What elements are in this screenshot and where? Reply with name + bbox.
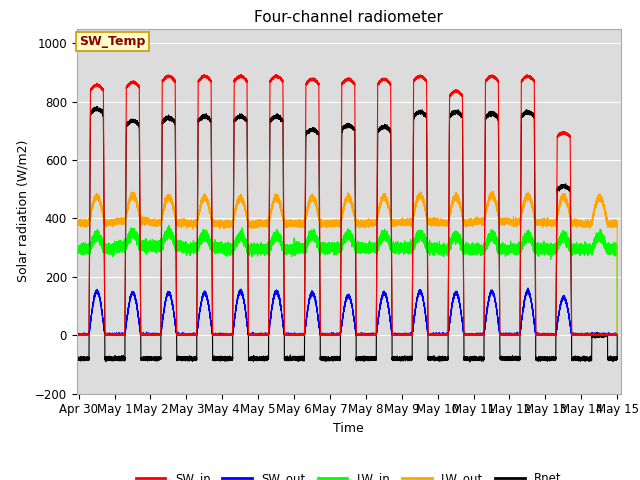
LW_out (479, 217, 487, 223)
SW_out (419, 294, 426, 300)
LW_in (613, 332, 621, 338)
Line: SW_in: SW_in (79, 74, 617, 335)
LW_out (419, 194, 426, 200)
SW_in (419, 74, 426, 80)
Y-axis label: Solar radiation (W/m2): Solar radiation (W/m2) (17, 140, 29, 282)
SW_in (515, 332, 523, 338)
Rnet (508, 355, 515, 360)
SW_out (508, 331, 515, 336)
SW_out (515, 332, 523, 338)
LW_out (75, 222, 83, 228)
LW_out (494, 209, 502, 215)
Text: SW_Temp: SW_Temp (79, 35, 146, 48)
Legend: SW_in, SW_out, LW_in, LW_out, Rnet: SW_in, SW_out, LW_in, LW_out, Rnet (131, 468, 566, 480)
SW_out (613, 332, 621, 338)
LW_in (515, 239, 523, 245)
SW_out (103, 332, 111, 338)
SW_in (75, 332, 83, 338)
Rnet (75, 356, 83, 361)
LW_in (494, 243, 502, 249)
Line: SW_out: SW_out (79, 288, 617, 335)
LW_in (508, 244, 515, 250)
Line: Rnet: Rnet (79, 107, 617, 362)
Rnet (467, 359, 474, 365)
Rnet (93, 104, 101, 109)
LW_in (75, 244, 83, 250)
LW_out (508, 217, 515, 223)
Rnet (515, 354, 523, 360)
SW_in (479, 332, 487, 337)
SW_out (479, 332, 487, 338)
SW_in (613, 332, 621, 338)
Rnet (479, 354, 487, 360)
SW_in (103, 332, 111, 338)
LW_in (103, 250, 111, 256)
LW_out (613, 332, 621, 338)
X-axis label: Time: Time (333, 422, 364, 435)
SW_in (494, 78, 502, 84)
Rnet (419, 109, 426, 115)
LW_in (419, 237, 426, 243)
Line: LW_in: LW_in (79, 226, 617, 335)
LW_in (479, 247, 487, 252)
Line: LW_out: LW_out (79, 192, 617, 335)
Rnet (613, 332, 621, 338)
Rnet (103, 355, 111, 360)
Rnet (494, 115, 502, 120)
LW_out (103, 219, 111, 225)
SW_in (272, 72, 280, 77)
Title: Four-channel radiometer: Four-channel radiometer (254, 10, 444, 25)
SW_out (75, 332, 83, 338)
LW_out (490, 189, 497, 194)
SW_out (494, 318, 502, 324)
SW_in (508, 332, 515, 338)
SW_out (524, 285, 532, 291)
LW_out (515, 222, 523, 228)
LW_in (165, 223, 173, 228)
